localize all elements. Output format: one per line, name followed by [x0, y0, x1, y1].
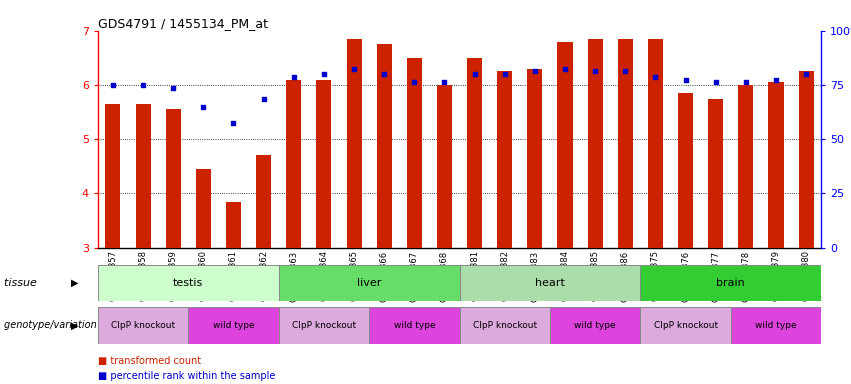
Point — [317, 71, 331, 77]
Point — [408, 79, 421, 85]
Point — [226, 120, 240, 126]
Text: wild type: wild type — [393, 321, 435, 330]
Bar — [437, 85, 452, 248]
Bar — [106, 104, 121, 248]
Bar — [188, 307, 278, 344]
Bar — [640, 307, 731, 344]
Bar — [256, 156, 271, 248]
Text: liver: liver — [357, 278, 381, 288]
Point — [468, 71, 482, 77]
Bar — [196, 169, 211, 248]
Text: ▶: ▶ — [71, 278, 78, 288]
Bar — [278, 265, 460, 301]
Text: testis: testis — [173, 278, 203, 288]
Text: tissue: tissue — [4, 278, 41, 288]
Bar — [708, 99, 723, 248]
Text: ■ percentile rank within the sample: ■ percentile rank within the sample — [98, 371, 275, 381]
Bar — [550, 307, 640, 344]
Text: ClpP knockout: ClpP knockout — [292, 321, 356, 330]
Bar — [739, 85, 753, 248]
Bar — [731, 307, 821, 344]
Text: brain: brain — [717, 278, 745, 288]
Point — [558, 66, 572, 72]
Point — [197, 104, 210, 110]
Point — [287, 74, 300, 80]
Bar — [98, 307, 188, 344]
Point — [619, 68, 632, 74]
Text: ■ transformed count: ■ transformed count — [98, 356, 201, 366]
Bar — [377, 44, 391, 248]
Bar — [640, 265, 821, 301]
Text: GDS4791 / 1455134_PM_at: GDS4791 / 1455134_PM_at — [98, 17, 268, 30]
Point — [136, 82, 150, 88]
Text: heart: heart — [535, 278, 565, 288]
Point — [648, 74, 662, 80]
Text: ClpP knockout: ClpP knockout — [472, 321, 537, 330]
Bar — [135, 104, 151, 248]
Text: wild type: wild type — [213, 321, 254, 330]
Point — [106, 82, 120, 88]
Bar — [678, 93, 693, 248]
Point — [528, 68, 542, 74]
Bar — [798, 71, 814, 248]
Point — [167, 84, 180, 91]
Point — [498, 71, 511, 77]
Point — [588, 68, 602, 74]
Bar — [166, 109, 180, 248]
Bar — [460, 265, 640, 301]
Text: genotype/variation: genotype/variation — [4, 320, 100, 331]
Bar — [98, 265, 278, 301]
Bar — [278, 307, 369, 344]
Point — [799, 71, 813, 77]
Bar — [460, 307, 550, 344]
Point — [437, 79, 451, 85]
Bar — [648, 39, 663, 248]
Bar — [467, 58, 483, 248]
Bar — [528, 69, 542, 248]
Point — [709, 79, 722, 85]
Bar — [557, 41, 573, 248]
Bar — [588, 39, 603, 248]
Point — [257, 96, 271, 102]
Bar — [286, 79, 301, 248]
Bar — [317, 79, 331, 248]
Point — [679, 76, 693, 83]
Point — [347, 66, 361, 72]
Text: wild type: wild type — [755, 321, 797, 330]
Bar — [768, 82, 784, 248]
Bar — [497, 71, 512, 248]
Point — [377, 71, 391, 77]
Bar — [407, 58, 422, 248]
Text: ▶: ▶ — [71, 320, 78, 331]
Bar — [618, 39, 633, 248]
Text: ClpP knockout: ClpP knockout — [111, 321, 175, 330]
Bar — [369, 307, 460, 344]
Point — [739, 79, 752, 85]
Text: ClpP knockout: ClpP knockout — [654, 321, 717, 330]
Point — [769, 76, 783, 83]
Bar — [226, 202, 241, 248]
Text: wild type: wild type — [574, 321, 616, 330]
Bar — [346, 39, 362, 248]
